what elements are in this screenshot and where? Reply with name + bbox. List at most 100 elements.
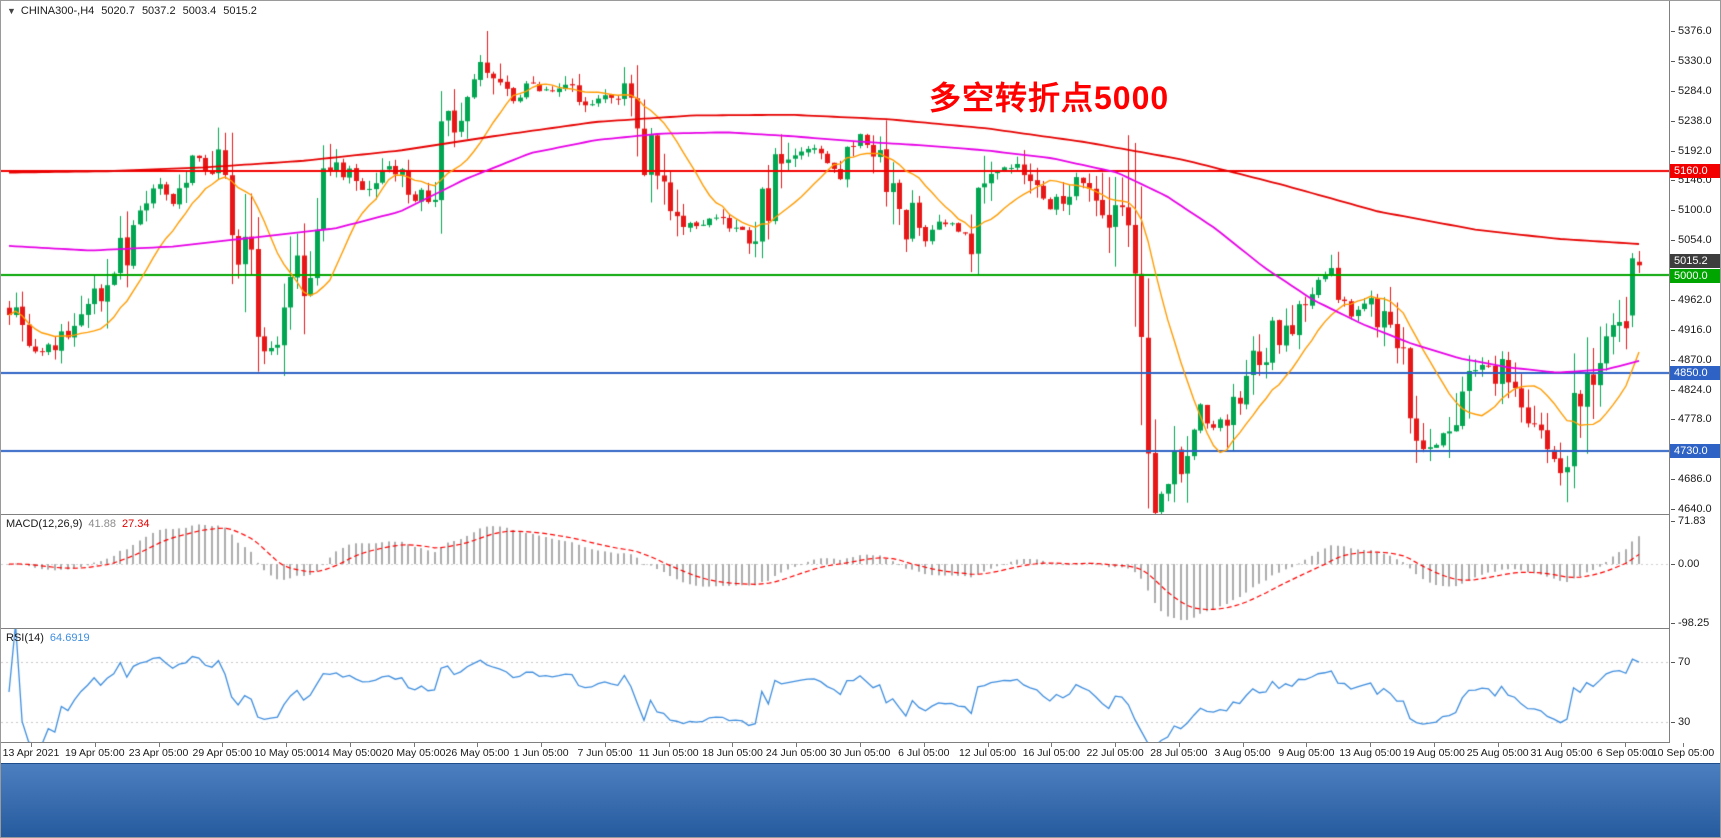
date-label: 24 Jun 05:00 bbox=[765, 747, 827, 759]
current-price-badge: 5015.2 bbox=[1670, 254, 1720, 269]
chart-annotation[interactable]: 多空转折点5000 bbox=[929, 80, 1170, 116]
date-label: 23 Apr 05:00 bbox=[128, 747, 189, 759]
price-tick-label: 5054.0 bbox=[1670, 234, 1720, 246]
time-tick bbox=[796, 743, 798, 747]
ohlc-close: 5015.2 bbox=[223, 5, 257, 17]
date-label: 6 Sep 05:00 bbox=[1596, 747, 1654, 759]
date-label: 18 Jun 05:00 bbox=[702, 747, 763, 759]
time-tick bbox=[1051, 743, 1053, 747]
time-axis[interactable]: 13 Apr 2021 19 Apr 05:00 23 Apr 05:00 29 Ap… bbox=[1, 743, 1720, 763]
macd-panel-canvas[interactable] bbox=[1, 515, 1669, 629]
price-line-badge: 5160.0 bbox=[1670, 164, 1720, 179]
macd-indicator-label: MACD(12,26,9) 41.88 27.34 bbox=[6, 518, 149, 530]
date-label: 9 Aug 05:00 bbox=[1278, 747, 1335, 759]
time-tick bbox=[1242, 743, 1244, 747]
date-label: 7 Jun 05:00 bbox=[577, 747, 633, 759]
time-tick bbox=[668, 743, 670, 747]
time-tick bbox=[1115, 743, 1117, 747]
time-tick bbox=[1625, 743, 1627, 747]
time-tick bbox=[1370, 743, 1372, 747]
time-tick bbox=[286, 743, 288, 747]
date-label: 25 Aug 05:00 bbox=[1466, 747, 1529, 759]
date-label: 26 May 05:00 bbox=[445, 747, 510, 759]
rsi-panel-canvas[interactable] bbox=[1, 629, 1669, 743]
date-label: 14 May 05:00 bbox=[318, 747, 382, 759]
time-tick bbox=[1497, 743, 1499, 747]
price-line-badge: 4850.0 bbox=[1670, 365, 1720, 380]
rsi-value: 64.6919 bbox=[49, 632, 90, 644]
time-tick bbox=[604, 743, 606, 747]
price-tick-label: 5376.0 bbox=[1670, 25, 1720, 37]
date-label: 11 Jun 05:00 bbox=[638, 747, 699, 759]
ohlc-high: 5037.2 bbox=[141, 5, 176, 17]
time-tick bbox=[1561, 743, 1563, 747]
macd-signal-value: 27.34 bbox=[121, 518, 150, 530]
price-axis[interactable]: 5376.0 5330.0 5284.0 5238.0 5192.0 5146.0 5100… bbox=[1669, 1, 1720, 743]
price-line-badge: 5000.0 bbox=[1670, 269, 1720, 284]
symbol-info-bar: ▼ CHINA300-,H4 5020.7 5037.2 5003.4 5015.2 bbox=[7, 5, 264, 17]
price-tick-label: 5284.0 bbox=[1670, 85, 1720, 97]
time-tick bbox=[222, 743, 224, 747]
time-tick bbox=[1683, 743, 1684, 747]
price-tick-label: 5330.0 bbox=[1670, 55, 1720, 67]
time-tick bbox=[1433, 743, 1435, 747]
time-tick bbox=[1306, 743, 1308, 747]
date-label: 30 Jun 05:00 bbox=[829, 747, 891, 759]
rsi-indicator-label: RSI(14) 64.6919 bbox=[6, 632, 90, 644]
rsi-label-name: RSI(14) bbox=[6, 632, 44, 644]
panel-separator bbox=[1, 742, 1720, 743]
time-tick bbox=[1178, 743, 1180, 747]
date-label: 12 Jul 05:00 bbox=[958, 747, 1017, 759]
price-tick-label: 5238.0 bbox=[1670, 115, 1720, 127]
date-label: 1 Jun 05:00 bbox=[513, 747, 569, 759]
ohlc-open: 5020.7 bbox=[101, 5, 135, 17]
date-label: 13 Aug 05:00 bbox=[1339, 747, 1402, 759]
rsi-axis-label: 70 bbox=[1670, 656, 1720, 668]
time-tick bbox=[732, 743, 734, 747]
date-label: 29 Apr 05:00 bbox=[192, 747, 253, 759]
date-label: 16 Jul 05:00 bbox=[1022, 747, 1080, 759]
bottom-bar bbox=[1, 763, 1720, 837]
price-tick-label: 4824.0 bbox=[1670, 384, 1720, 396]
price-tick-label: 4962.0 bbox=[1670, 294, 1720, 306]
time-tick bbox=[413, 743, 415, 747]
rsi-axis-label: 30 bbox=[1670, 716, 1720, 728]
price-tick-label: 5100.0 bbox=[1670, 204, 1720, 216]
price-line-badge: 4730.0 bbox=[1670, 443, 1720, 458]
one-click-trading-arrow-icon[interactable]: ▼ bbox=[7, 6, 16, 16]
price-tick-label: 4686.0 bbox=[1670, 473, 1720, 485]
time-tick bbox=[158, 743, 160, 747]
date-label: 13 Apr 2021 bbox=[2, 747, 60, 759]
time-tick bbox=[923, 743, 925, 747]
time-tick bbox=[477, 743, 479, 747]
panel-separator[interactable] bbox=[1, 628, 1720, 629]
date-label: 20 May 05:00 bbox=[381, 747, 446, 759]
date-label: 19 Apr 05:00 bbox=[64, 747, 125, 759]
date-label: 10 May 05:00 bbox=[254, 747, 318, 759]
time-tick bbox=[541, 743, 543, 747]
date-label: 28 Jul 05:00 bbox=[1150, 747, 1208, 759]
macd-main-value: 41.88 bbox=[88, 518, 116, 530]
macd-axis-label: 71.83 bbox=[1670, 515, 1720, 527]
price-tick-label: 4778.0 bbox=[1670, 413, 1720, 425]
main-chart-canvas[interactable] bbox=[1, 1, 1669, 515]
macd-label-name: MACD(12,26,9) bbox=[6, 518, 83, 530]
panel-separator[interactable] bbox=[1, 514, 1720, 515]
date-label: 22 Jul 05:00 bbox=[1086, 747, 1144, 759]
symbol-name: CHINA300-,H4 bbox=[20, 5, 95, 17]
time-tick bbox=[860, 743, 861, 747]
time-tick bbox=[31, 743, 32, 747]
date-label: 6 Jul 05:00 bbox=[898, 747, 950, 759]
price-tick-label: 5192.0 bbox=[1670, 145, 1720, 157]
time-tick bbox=[349, 743, 351, 747]
date-label: 19 Aug 05:00 bbox=[1402, 747, 1465, 759]
date-label: 10 Sep 05:00 bbox=[1651, 747, 1715, 759]
price-tick-label: 4640.0 bbox=[1670, 503, 1720, 515]
date-label: 31 Aug 05:00 bbox=[1530, 747, 1593, 759]
macd-axis-label: 0.00 bbox=[1670, 558, 1720, 570]
date-label: 3 Aug 05:00 bbox=[1214, 747, 1271, 759]
time-tick bbox=[987, 743, 989, 747]
price-tick-label: 4870.0 bbox=[1670, 354, 1720, 366]
time-tick bbox=[94, 743, 96, 747]
